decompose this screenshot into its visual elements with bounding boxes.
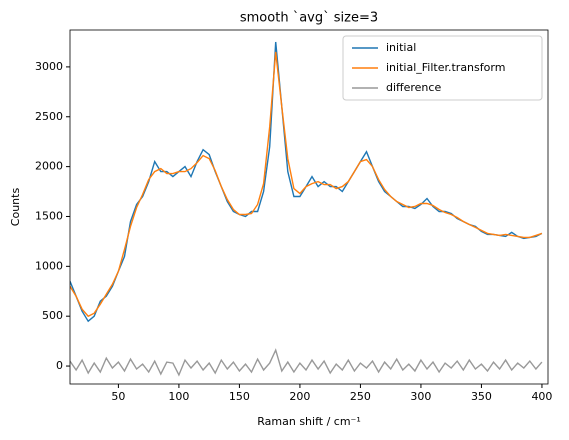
y-tick-label: 2000 [35, 160, 63, 173]
legend-label: initial [386, 41, 416, 54]
y-tick-label: 1000 [35, 259, 63, 272]
legend-label: difference [386, 81, 441, 94]
plot-frame [69, 29, 549, 385]
x-tick-label: 50 [111, 390, 125, 403]
y-tick-label: 0 [56, 359, 63, 372]
x-tick-label: 100 [168, 390, 189, 403]
y-axis-label: Counts [9, 188, 22, 227]
legend-label: initial_Filter.transform [386, 61, 505, 74]
x-tick-label: 400 [531, 390, 552, 403]
x-tick-label: 150 [229, 390, 250, 403]
x-tick-label: 300 [410, 390, 431, 403]
x-axis-label: Raman shift / cm⁻¹ [257, 415, 361, 428]
x-tick-label: 200 [289, 390, 310, 403]
y-tick-label: 2500 [35, 110, 63, 123]
legend-box [342, 35, 543, 101]
y-tick-label: 3000 [35, 60, 63, 73]
chart-title: smooth `avg` size=3 [240, 11, 378, 26]
line-series [70, 51, 543, 318]
y-tick-label: 500 [42, 309, 63, 322]
x-tick-label: 350 [471, 390, 492, 403]
x-tick-label: 250 [350, 390, 371, 403]
y-tick-label: 1500 [35, 209, 63, 222]
line-series [70, 348, 543, 377]
